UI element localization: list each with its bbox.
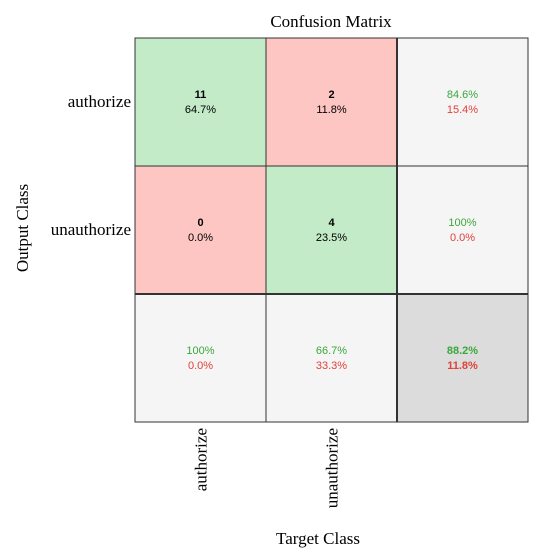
matrix-cell	[134, 165, 267, 295]
row-summary-cell	[396, 37, 529, 167]
cell-percent: 0.0%	[188, 232, 213, 244]
row-summary-cell	[396, 165, 529, 295]
x-tick-label: authorize	[192, 428, 211, 491]
column-summary-cell	[265, 293, 398, 423]
cell-count: 11	[195, 89, 207, 101]
cell-count: 4	[328, 217, 335, 229]
y-tick-label: unauthorize	[51, 220, 131, 239]
x-axis-label: Target Class	[276, 529, 360, 548]
y-axis-label: Output Class	[13, 184, 32, 272]
overall-correct: 88.2%	[447, 345, 478, 357]
cell-percent: 64.7%	[185, 104, 216, 116]
column-summary-incorrect: 0.0%	[188, 360, 213, 372]
cell-percent: 11.8%	[316, 104, 347, 116]
cell-percent: 23.5%	[316, 232, 347, 244]
row-summary-correct: 100%	[448, 217, 476, 229]
y-tick-label: authorize	[68, 92, 131, 111]
row-summary-correct: 84.6%	[447, 89, 478, 101]
row-summary-incorrect: 0.0%	[450, 232, 475, 244]
row-summary-incorrect: 15.4%	[447, 104, 478, 116]
matrix-cell	[134, 37, 267, 167]
overall-summary-cell	[396, 293, 529, 423]
column-summary-correct: 100%	[186, 345, 214, 357]
column-summary-cell	[134, 293, 267, 423]
matrix-cell	[265, 165, 398, 295]
cell-count: 0	[197, 217, 203, 229]
column-summary-incorrect: 33.3%	[316, 360, 347, 372]
chart-title: Confusion Matrix	[270, 12, 392, 31]
overall-incorrect: 11.8%	[447, 360, 478, 372]
matrix-cell	[265, 37, 398, 167]
x-tick-label: unauthorize	[323, 428, 342, 508]
column-summary-correct: 66.7%	[316, 345, 347, 357]
cell-count: 2	[328, 89, 334, 101]
